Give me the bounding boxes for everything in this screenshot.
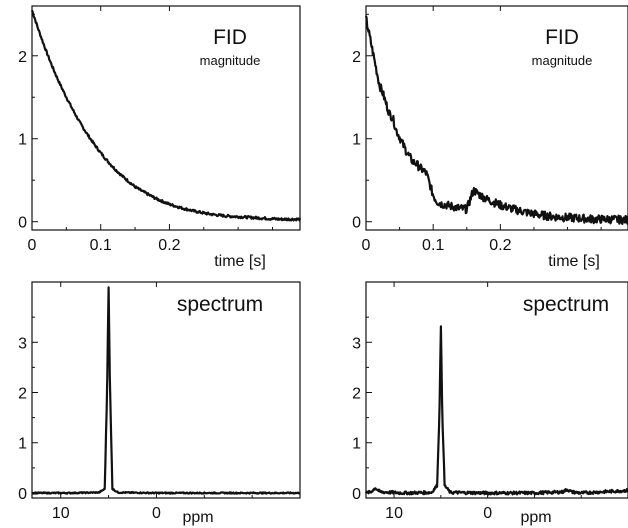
fid-magnitude-curve xyxy=(364,15,628,225)
x-axis-label: time [s] xyxy=(214,253,266,270)
y-tick-label: 0 xyxy=(18,215,27,232)
spectrum-curve xyxy=(31,286,301,495)
chart-title: FID xyxy=(545,26,579,49)
y-tick-label: 1 xyxy=(352,436,361,453)
y-tick-label: 0 xyxy=(18,486,27,503)
x-tick-label: 0 xyxy=(483,505,492,522)
x-axis-label: ppm xyxy=(182,509,213,526)
x-tick-label: 10 xyxy=(52,505,70,522)
x-tick-label: 0 xyxy=(152,505,161,522)
spectrum-panel-right: 0 1 2 3 10 0 spectrum ppm xyxy=(352,281,628,526)
plot-frame xyxy=(31,5,301,231)
chart-subtitle: magnitude xyxy=(532,53,593,68)
y-tick-label: 3 xyxy=(18,335,27,352)
y-tick-label: 2 xyxy=(18,386,27,403)
chart-subtitle: magnitude xyxy=(200,53,261,68)
x-tick-group: 10 0 xyxy=(385,282,582,522)
plot-frame xyxy=(365,5,628,231)
y-tick-label: 3 xyxy=(352,335,361,352)
spectrum-curve xyxy=(364,325,628,496)
plot-frame xyxy=(31,281,301,499)
x-tick-label: 0.2 xyxy=(489,237,511,254)
x-axis-label: ppm xyxy=(520,509,551,526)
plot-frame xyxy=(365,281,628,499)
x-tick-group: 0 0.1 0.2 xyxy=(362,6,602,254)
y-tick-label: 0 xyxy=(352,215,361,232)
chart-title: spectrum xyxy=(523,293,609,316)
spectrum-panel-left: 0 1 2 3 10 0 spectrum ppm xyxy=(18,281,301,526)
x-tick-group: 0 0.1 0.2 xyxy=(28,6,274,254)
x-axis-label: time [s] xyxy=(548,253,600,270)
x-tick-label: 0.1 xyxy=(422,237,444,254)
x-tick-label: 10 xyxy=(385,505,403,522)
fid-panel-left: 0 1 2 0 0.1 0.2 FID magnitude time [s] xyxy=(18,5,302,270)
x-tick-label: 0 xyxy=(28,237,37,254)
y-tick-group: 0 1 2 xyxy=(18,13,38,232)
y-tick-group: 0 1 2 3 xyxy=(352,316,372,503)
fid-magnitude-curve xyxy=(30,9,302,222)
y-tick-label: 1 xyxy=(18,436,27,453)
fid-panel-right: 0 1 2 0 0.1 0.2 FID magnitude time [s] xyxy=(352,5,628,270)
x-tick-group: 10 0 xyxy=(52,282,253,522)
x-tick-label: 0.2 xyxy=(158,237,180,254)
chart-title: spectrum xyxy=(177,293,263,316)
y-tick-label: 2 xyxy=(18,49,27,66)
y-tick-label: 1 xyxy=(18,132,27,149)
y-tick-group: 0 1 2 xyxy=(352,13,372,232)
x-tick-label: 0.1 xyxy=(90,237,112,254)
y-tick-label: 2 xyxy=(352,386,361,403)
y-tick-label: 0 xyxy=(352,486,361,503)
x-tick-label: 0 xyxy=(362,237,371,254)
y-tick-label: 1 xyxy=(352,132,361,149)
y-tick-label: 2 xyxy=(352,49,361,66)
y-tick-group: 0 1 2 3 xyxy=(18,316,38,503)
chart-title: FID xyxy=(213,26,247,49)
